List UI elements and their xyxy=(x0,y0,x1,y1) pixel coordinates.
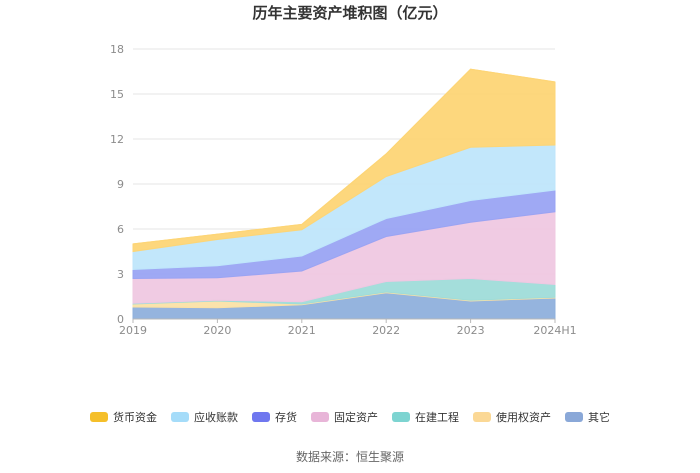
legend-label: 使用权资产 xyxy=(496,410,551,424)
legend-item[interactable]: 使用权资产 xyxy=(473,410,551,424)
y-tick-label: 6 xyxy=(117,223,124,236)
legend-swatch xyxy=(311,412,329,422)
legend: 货币资金 应收账款 存货 固定资产 在建工程 使用权资产 其它 xyxy=(90,410,610,424)
area-series-layer xyxy=(132,68,556,320)
legend-swatch xyxy=(473,412,491,422)
x-tick-label: 2020 xyxy=(203,324,231,337)
y-tick-label: 15 xyxy=(110,88,124,101)
y-tick-label: 18 xyxy=(110,43,124,56)
y-tick-label: 0 xyxy=(117,313,124,326)
legend-item[interactable]: 货币资金 xyxy=(90,410,157,424)
legend-label: 在建工程 xyxy=(415,410,459,424)
legend-label: 其它 xyxy=(588,410,610,424)
legend-item[interactable]: 应收账款 xyxy=(171,410,238,424)
x-tick-label: 2022 xyxy=(372,324,400,337)
x-tick-label: 2024H1 xyxy=(533,324,576,337)
chart-title: 历年主要资产堆积图（亿元） xyxy=(252,4,447,22)
axes: 0 3 6 9 12 15 18 2019 2020 2021 2022 2023 2024H1 xyxy=(110,43,577,337)
x-tick-label: 2019 xyxy=(119,324,147,337)
y-tick-label: 12 xyxy=(110,133,124,146)
x-tick-label: 2023 xyxy=(457,324,485,337)
legend-swatch xyxy=(565,412,583,422)
legend-swatch xyxy=(90,412,108,422)
legend-swatch xyxy=(392,412,410,422)
x-tick-label: 2021 xyxy=(288,324,316,337)
y-tick-label: 9 xyxy=(117,178,124,191)
data-source-note: 数据来源：恒生聚源 xyxy=(296,449,404,464)
legend-item[interactable]: 其它 xyxy=(565,410,610,424)
y-tick-label: 3 xyxy=(117,268,124,281)
legend-label: 存货 xyxy=(275,410,297,424)
legend-swatch xyxy=(171,412,189,422)
legend-item[interactable]: 在建工程 xyxy=(392,410,459,424)
area-series-edge xyxy=(132,68,556,245)
legend-label: 货币资金 xyxy=(113,410,157,424)
legend-label: 应收账款 xyxy=(194,410,238,424)
legend-swatch xyxy=(252,412,270,422)
legend-label: 固定资产 xyxy=(334,410,378,424)
legend-item[interactable]: 存货 xyxy=(252,410,297,424)
legend-item[interactable]: 固定资产 xyxy=(311,410,378,424)
